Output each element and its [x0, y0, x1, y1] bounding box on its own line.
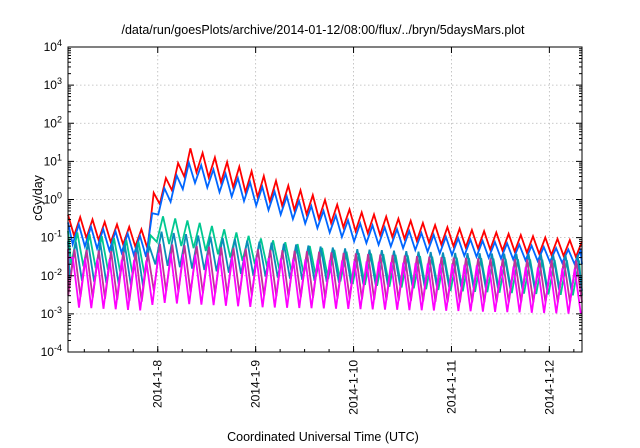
x-tick-label: 2014-1-9 [249, 360, 263, 408]
y-tick-label: 101 [44, 152, 62, 168]
x-axis-label: Coordinated Universal Time (UTC) [227, 430, 419, 444]
y-tick-label: 10-4 [41, 343, 62, 359]
y-tick-label: 10-2 [41, 267, 62, 283]
y-tick-label: 10-1 [41, 229, 62, 245]
series-line-1 [67, 148, 583, 260]
y-tick-label: 10-3 [41, 305, 62, 321]
series-line-5 [67, 243, 583, 303]
y-tick-label: 100 [44, 191, 62, 207]
series-line-4 [67, 231, 583, 292]
x-tick-label: 2014-1-11 [444, 360, 458, 414]
chart-title: /data/run/goesPlots/archive/2014-01-12/0… [121, 23, 525, 37]
x-tick-label: 2014-1-8 [151, 360, 165, 408]
axes: 10-4 10-3 10-2 10-1 100 101 102 103 104 2014-1-8 2… [41, 38, 583, 415]
y-tick-label: 102 [44, 114, 62, 130]
x-tick-label: 2014-1-12 [542, 360, 556, 415]
y-axis-label: cGy/day [31, 174, 45, 221]
series-line-2 [67, 159, 583, 266]
series-line-6 [67, 252, 582, 314]
x-tick-label: 2014-1-10 [347, 360, 361, 415]
series-group [67, 148, 583, 314]
y-tick-label: 103 [44, 76, 62, 92]
y-tick-label: 104 [44, 38, 62, 54]
plot-frame [67, 46, 583, 353]
